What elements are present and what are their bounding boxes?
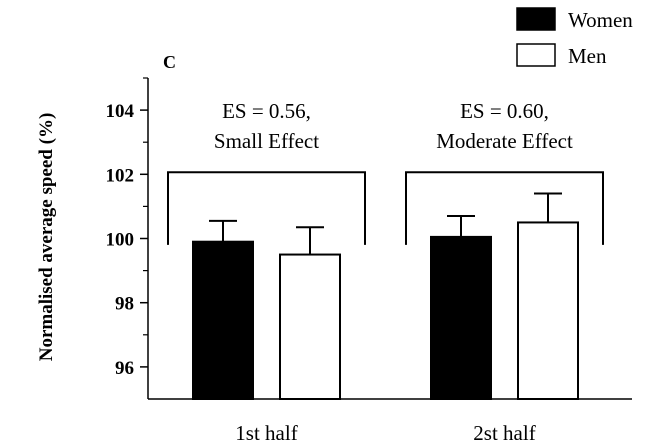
- legend-swatch-men: [516, 43, 556, 67]
- annotations: ES = 0.56, Small Effect ES = 0.60, Moderate…: [167, 99, 604, 245]
- y-tick-label: 102: [106, 165, 135, 186]
- effect-size-label: ES = 0.60,: [460, 99, 549, 123]
- effect-size-label: ES = 0.56,: [222, 99, 311, 123]
- effect-bracket: [167, 171, 366, 245]
- bars: [192, 192, 579, 400]
- effect-size-label: Small Effect: [214, 129, 319, 153]
- y-tick-label: 98: [115, 294, 134, 315]
- x-tick-labels: 1st half 2st half: [235, 421, 535, 445]
- x-tick-label: 1st half: [235, 421, 297, 445]
- y-tick-label: 104: [106, 101, 135, 122]
- bar-men: [279, 253, 341, 400]
- legend-label-women: Women: [568, 8, 633, 32]
- y-ticks: 96 98 100 102 104: [106, 77, 148, 379]
- y-tick-label: 96: [115, 358, 134, 379]
- effect-bracket: [405, 171, 604, 245]
- legend: Women Men: [516, 7, 633, 68]
- legend-label-men: Men: [568, 44, 607, 68]
- y-tick-label: 100: [106, 230, 135, 251]
- legend-swatch-women: [516, 7, 556, 31]
- y-axis-label: Normalised average speed (%): [36, 113, 57, 362]
- bar-women: [192, 240, 254, 400]
- bar-men: [517, 221, 579, 400]
- x-tick-label: 2st half: [473, 421, 535, 445]
- panel-label: C: [163, 52, 176, 72]
- bar-women: [430, 235, 492, 400]
- effect-size-label: Moderate Effect: [436, 129, 573, 153]
